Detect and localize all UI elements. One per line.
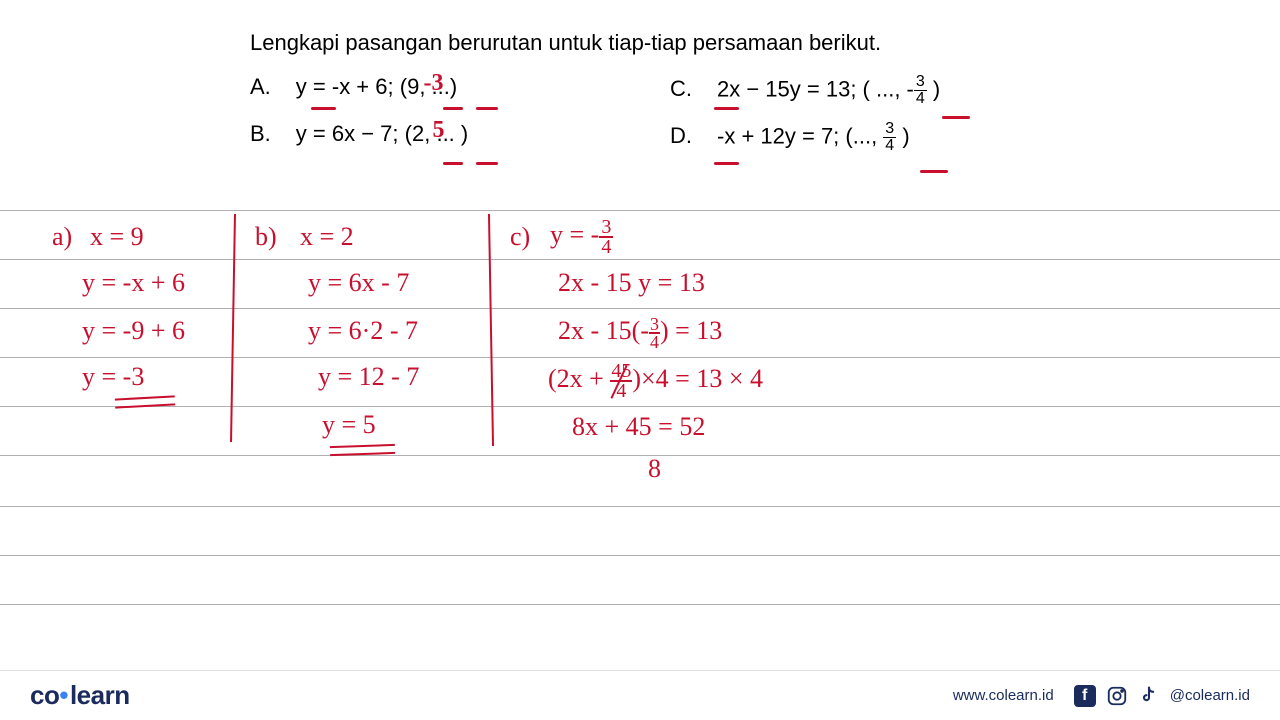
hw-b-line-4: y = 5 — [322, 410, 376, 440]
red-overwrite-b: 5 — [432, 117, 444, 144]
hw-c-line-1: 2x - 15 y = 13 — [558, 268, 705, 298]
screenshot-container: Lengkapi pasangan berurutan untuk tiap-t… — [0, 0, 1280, 720]
question-prompt: Lengkapi pasangan berurutan untuk tiap-t… — [250, 30, 1150, 56]
red-underline — [714, 162, 739, 165]
question-area: Lengkapi pasangan berurutan untuk tiap-t… — [250, 30, 1150, 154]
option-a-label: A. — [250, 74, 271, 100]
option-d-label: D. — [670, 123, 692, 149]
instagram-icon[interactable] — [1106, 685, 1128, 707]
colearn-logo: co•learn — [30, 680, 130, 711]
hw-c-line-2: 2x - 15(-34) = 13 — [558, 316, 722, 350]
hw-c-line-4: 8x + 45 = 52 — [572, 412, 705, 442]
hw-a-line-1: y = -x + 6 — [82, 268, 185, 298]
red-underline — [920, 170, 948, 173]
notebook-line — [0, 506, 1280, 507]
hw-divider-ab — [230, 214, 236, 442]
option-a: A. y = -x + 6; (9, ...-3) — [250, 74, 670, 107]
hw-c-header: c) — [510, 222, 530, 252]
hw-a-line-3: y = -3 — [82, 362, 144, 392]
option-c-equation: 2x − 15y = 13; ( ..., -34 ) — [717, 74, 940, 107]
footer: co•learn www.colearn.id f @colearn.id — [0, 670, 1280, 720]
hw-b-header: b) — [255, 222, 277, 252]
notebook-line — [0, 210, 1280, 211]
options-row-2: B. y = 6x − 7; (2, ...5 ) D. -x + 12y = … — [250, 121, 1150, 154]
hw-b-line-0: x = 2 — [300, 222, 354, 252]
website-link[interactable]: www.colearn.id — [953, 687, 1054, 704]
hw-c-line-5: 8 — [648, 454, 661, 484]
option-b-equation: y = 6x − 7; (2, ...5 ) — [296, 121, 468, 147]
option-d-equation: -x + 12y = 7; (..., 34 ) — [717, 121, 910, 154]
hw-divider-bc — [488, 214, 494, 446]
hw-b-line-1: y = 6x - 7 — [308, 268, 409, 298]
tiktok-icon[interactable] — [1138, 685, 1160, 707]
hw-a-line-2: y = -9 + 6 — [82, 316, 185, 346]
footer-right: www.colearn.id f @colearn.id — [953, 685, 1250, 707]
facebook-icon[interactable]: f — [1074, 685, 1096, 707]
notebook-line — [0, 555, 1280, 556]
notebook-line — [0, 357, 1280, 358]
hw-a-line-0: x = 9 — [90, 222, 144, 252]
options-row-1: A. y = -x + 6; (9, ...-3) C. 2x − 15y = … — [250, 74, 1150, 107]
hw-b-line-3: y = 12 - 7 — [318, 362, 419, 392]
option-b: B. y = 6x − 7; (2, ...5 ) — [250, 121, 670, 154]
option-c: C. 2x − 15y = 13; ( ..., -34 ) — [670, 74, 940, 107]
hw-b-line-2: y = 6·2 - 7 — [308, 316, 418, 346]
notebook-line — [0, 406, 1280, 407]
hw-c-line-3: (2x + 454)×4 = 13 × 4 — [548, 362, 763, 400]
option-c-label: C. — [670, 76, 692, 102]
social-handle: @colearn.id — [1170, 687, 1250, 704]
red-underline — [311, 107, 336, 110]
notebook-line — [0, 259, 1280, 260]
option-d: D. -x + 12y = 7; (..., 34 ) — [670, 121, 910, 154]
red-underline — [443, 162, 463, 165]
notebook-line — [0, 455, 1280, 456]
red-underline — [476, 162, 498, 165]
hw-c-line-0: y = -34 — [550, 218, 613, 256]
hw-a-header: a) — [52, 222, 72, 252]
logo-dot: • — [59, 680, 68, 710]
option-a-equation: y = -x + 6; (9, ...-3) — [296, 74, 457, 100]
notebook-line — [0, 308, 1280, 309]
red-underline — [443, 107, 463, 110]
red-overwrite-a: -3 — [424, 70, 444, 97]
option-b-label: B. — [250, 121, 271, 147]
notebook-line — [0, 604, 1280, 605]
red-underline — [942, 116, 970, 119]
red-underline — [714, 107, 739, 110]
red-underline — [476, 107, 498, 110]
